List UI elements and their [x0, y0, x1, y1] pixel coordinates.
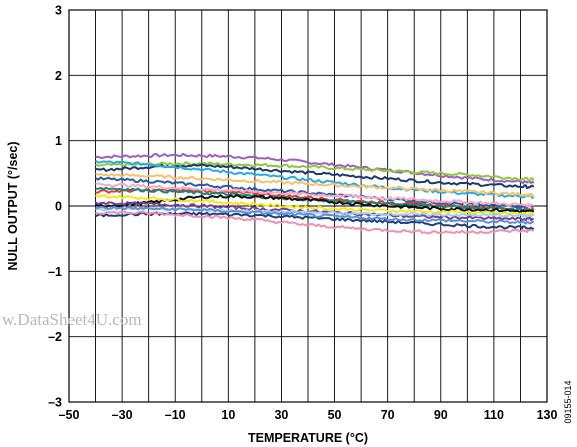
x-tick-label: 50 — [328, 408, 342, 422]
y-tick-label: 3 — [55, 4, 62, 18]
watermark-text: w.DataSheet4U.com — [2, 310, 142, 329]
series-line-8 — [95, 182, 534, 208]
y-tick-label: –1 — [48, 265, 62, 279]
series-line-14 — [95, 211, 535, 231]
series-line-16 — [95, 205, 535, 225]
x-tick-label: 30 — [274, 408, 288, 422]
series-line-1 — [95, 152, 535, 185]
y-tick-label: 0 — [55, 200, 62, 214]
x-tick-label: –50 — [59, 408, 80, 422]
x-tick-label: 10 — [221, 408, 235, 422]
y-tick-label: 1 — [55, 134, 62, 148]
series-line-5 — [95, 172, 535, 198]
x-tick-label: –30 — [112, 408, 133, 422]
series-lines — [95, 152, 535, 235]
x-tick-label: 110 — [484, 408, 504, 422]
y-tick-label: –3 — [48, 396, 62, 410]
y-tick-label: 2 — [55, 69, 62, 83]
series-line-6 — [95, 176, 534, 209]
x-tick-label: –10 — [165, 408, 186, 422]
series-line-15 — [95, 210, 535, 235]
x-tick-label: 130 — [537, 408, 558, 422]
plot-grid — [68, 9, 548, 403]
series-line-2 — [95, 161, 535, 182]
plot-frame — [68, 9, 548, 403]
series-line-4 — [95, 159, 535, 199]
x-tick-label: 70 — [381, 408, 395, 422]
x-axis-label: TEMPERATURE (°C) — [248, 431, 368, 445]
y-tick-label: –2 — [48, 330, 62, 344]
figure-id: 09155-014 — [563, 380, 573, 423]
series-line-11 — [95, 194, 535, 216]
x-tick-label: 90 — [434, 408, 448, 422]
y-axis-label: NULL OUTPUT (°/sec) — [6, 141, 20, 270]
